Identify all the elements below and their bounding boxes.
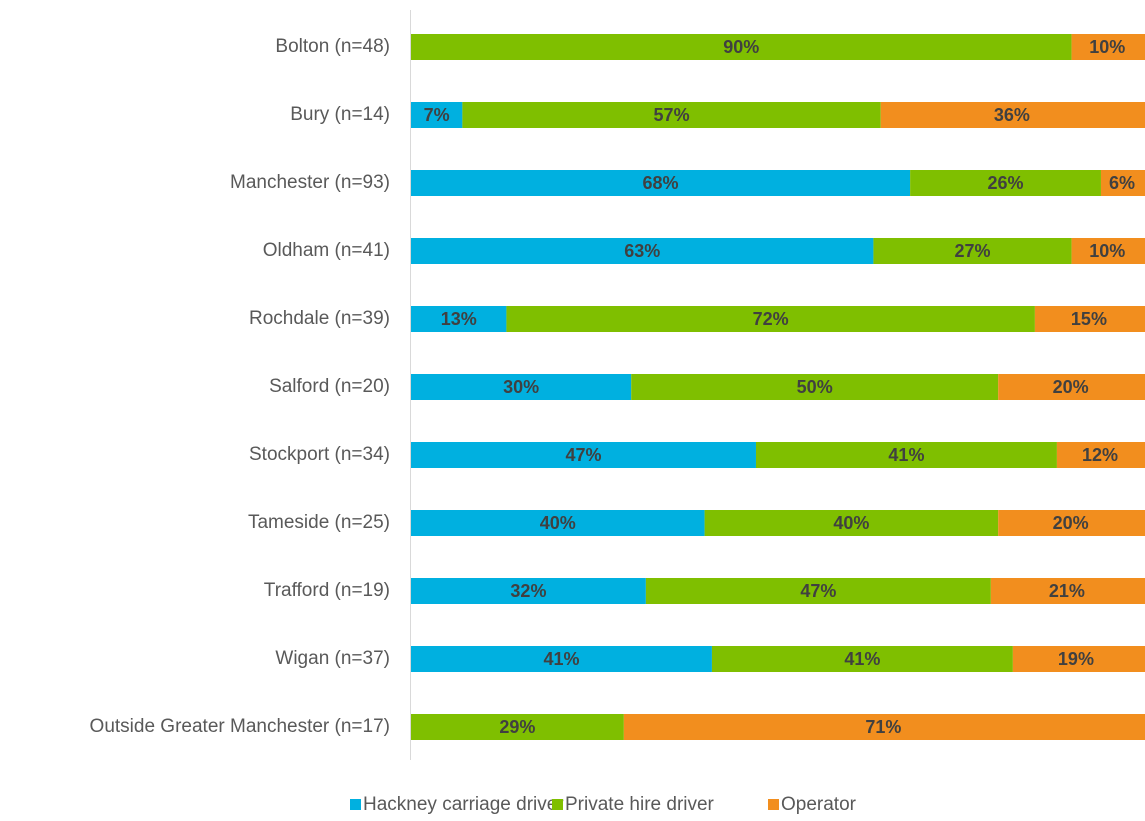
bar-segment bbox=[755, 442, 1057, 468]
bar-segment bbox=[411, 510, 705, 536]
bar-segment bbox=[998, 374, 1145, 400]
data-label: 47% bbox=[800, 581, 836, 601]
bar-segment bbox=[645, 578, 991, 604]
category-label: Wigan (n=37) bbox=[275, 648, 390, 669]
bar-segment bbox=[1056, 442, 1145, 468]
category-label: Trafford (n=19) bbox=[264, 580, 390, 601]
data-label: 30% bbox=[503, 377, 539, 397]
data-label: 6% bbox=[1109, 173, 1135, 193]
bar-segment bbox=[1071, 34, 1145, 60]
bar-segment bbox=[411, 714, 624, 740]
bar-segment bbox=[411, 578, 646, 604]
bar-segment bbox=[623, 714, 1145, 740]
bar-segment bbox=[1100, 170, 1145, 196]
category-label: Bury (n=14) bbox=[290, 104, 390, 125]
data-label: 50% bbox=[797, 377, 833, 397]
category-label: Manchester (n=93) bbox=[230, 172, 390, 193]
category-label: Rochdale (n=39) bbox=[249, 308, 390, 329]
data-label: 20% bbox=[1053, 377, 1089, 397]
legend-label: Operator bbox=[781, 794, 857, 815]
bar-segment bbox=[1071, 238, 1145, 264]
category-label: Outside Greater Manchester (n=17) bbox=[90, 716, 390, 737]
data-label: 12% bbox=[1082, 445, 1118, 465]
data-label: 26% bbox=[988, 173, 1024, 193]
bar-segment bbox=[1012, 646, 1145, 672]
category-label: Bolton (n=48) bbox=[275, 36, 390, 57]
data-label: 19% bbox=[1058, 649, 1094, 669]
data-label: 72% bbox=[753, 309, 789, 329]
data-label: 7% bbox=[424, 105, 450, 125]
bar-segment bbox=[704, 510, 999, 536]
data-label: 10% bbox=[1089, 241, 1125, 261]
bar-segment bbox=[711, 646, 1013, 672]
bar-segment bbox=[506, 306, 1035, 332]
bar-segment bbox=[910, 170, 1101, 196]
bar-segment bbox=[411, 442, 756, 468]
bar-segment bbox=[1034, 306, 1145, 332]
bar-segment bbox=[411, 306, 507, 332]
bar-segment bbox=[411, 646, 712, 672]
data-label: 68% bbox=[643, 173, 679, 193]
data-label: 63% bbox=[624, 241, 660, 261]
data-label: 40% bbox=[540, 513, 576, 533]
data-label: 90% bbox=[723, 37, 759, 57]
bar-segment bbox=[990, 578, 1145, 604]
data-label: 71% bbox=[865, 717, 901, 737]
bar-segment bbox=[873, 238, 1072, 264]
data-label: 13% bbox=[441, 309, 477, 329]
data-label: 41% bbox=[888, 445, 924, 465]
data-label: 40% bbox=[833, 513, 869, 533]
legend-label: Private hire driver bbox=[565, 794, 715, 815]
category-label: Tameside (n=25) bbox=[248, 512, 390, 533]
data-label: 29% bbox=[499, 717, 535, 737]
category-label: Oldham (n=41) bbox=[263, 240, 390, 261]
bar-segment bbox=[880, 102, 1145, 128]
legend-label: Hackney carriage driver bbox=[363, 794, 564, 815]
data-label: 20% bbox=[1053, 513, 1089, 533]
legend-swatch bbox=[552, 799, 563, 810]
bar-segment bbox=[411, 238, 874, 264]
bar-segment bbox=[998, 510, 1145, 536]
data-label: 41% bbox=[844, 649, 880, 669]
bar-segment bbox=[411, 374, 632, 400]
legend-swatch bbox=[768, 799, 779, 810]
data-label: 27% bbox=[954, 241, 990, 261]
legend-swatch bbox=[350, 799, 361, 810]
data-label: 47% bbox=[565, 445, 601, 465]
data-label: 57% bbox=[654, 105, 690, 125]
bar-segment bbox=[631, 374, 999, 400]
category-label: Salford (n=20) bbox=[269, 376, 390, 397]
category-label: Stockport (n=34) bbox=[249, 444, 390, 465]
data-label: 41% bbox=[543, 649, 579, 669]
data-label: 21% bbox=[1049, 581, 1085, 601]
data-label: 15% bbox=[1071, 309, 1107, 329]
data-label: 36% bbox=[994, 105, 1030, 125]
bar-segment bbox=[411, 34, 1072, 60]
bar-segment bbox=[411, 102, 463, 128]
bar-segment bbox=[411, 170, 911, 196]
bar-segment bbox=[462, 102, 881, 128]
data-label: 10% bbox=[1089, 37, 1125, 57]
data-label: 32% bbox=[510, 581, 546, 601]
